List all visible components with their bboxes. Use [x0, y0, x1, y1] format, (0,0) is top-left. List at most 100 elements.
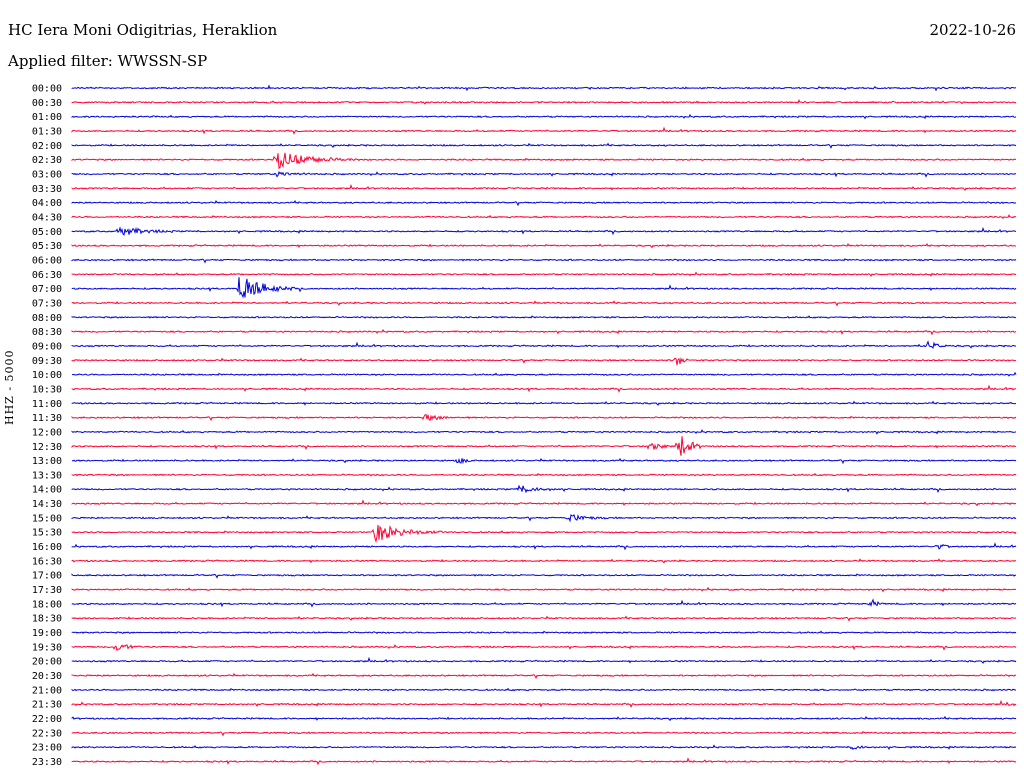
trace-row: [71, 644, 1017, 652]
row-time-label: 03:00: [32, 169, 62, 180]
trace-row: [71, 371, 1017, 377]
row-time-label: 00:00: [32, 84, 62, 95]
trace-row: [71, 400, 1017, 406]
row-time-label: 23:30: [32, 757, 62, 768]
trace-row: [71, 170, 1017, 178]
trace-row: [71, 214, 1017, 220]
trace-group: [71, 84, 1017, 766]
trace-row: [71, 687, 1017, 692]
trace-row: [71, 99, 1017, 105]
row-time-label: 20:30: [32, 671, 62, 682]
row-time-label: 05:00: [32, 227, 62, 238]
filter-label: Applied filter:: [8, 52, 113, 70]
trace-row: [71, 242, 1017, 249]
trace-row: [71, 757, 1017, 766]
row-time-label: 21:30: [32, 700, 62, 711]
row-time-label: 04:30: [32, 212, 62, 223]
trace-row: [71, 436, 1017, 456]
trace-row: [71, 258, 1017, 264]
row-time-label: 16:30: [32, 556, 62, 567]
row-time-label: 07:00: [32, 284, 62, 295]
row-time-label: 14:00: [32, 485, 62, 496]
trace-row: [71, 340, 1017, 349]
trace-row: [71, 300, 1017, 307]
row-time-label: 05:30: [32, 241, 62, 252]
trace-row: [71, 656, 1017, 664]
trace-row: [71, 484, 1017, 494]
row-time-label: 01:00: [32, 112, 62, 123]
row-time-label: 06:00: [32, 255, 62, 266]
trace-row: [71, 84, 1017, 92]
filter-value: WWSSN-SP: [117, 52, 208, 70]
trace-row: [71, 573, 1017, 579]
trace-row: [71, 457, 1017, 465]
row-time-label: 01:30: [32, 126, 62, 137]
channel-label: HHZ - 5000: [3, 349, 16, 425]
trace-row: [71, 744, 1017, 750]
trace-row: [71, 730, 1017, 737]
row-time-label: 19:00: [32, 628, 62, 639]
trace-row: [71, 199, 1017, 207]
row-time-label: 17:00: [32, 571, 62, 582]
trace-row: [71, 357, 1017, 366]
row-time-label: 10:30: [32, 384, 62, 395]
row-time-label: 03:30: [32, 184, 62, 195]
station-title: HC Iera Moni Odigitrias, Heraklion: [8, 21, 278, 39]
trace-row: [71, 384, 1017, 393]
trace-row: [71, 586, 1017, 593]
row-time-label: 18:30: [32, 614, 62, 625]
date-label: 2022-10-26: [929, 21, 1016, 39]
trace-row: [71, 472, 1017, 477]
row-time-label: 20:00: [32, 657, 62, 668]
trace-row: [71, 672, 1017, 680]
filter-line: Applied filter: WWSSN-SP: [8, 52, 207, 70]
row-time-label: 18:00: [32, 599, 62, 610]
row-time-label: 04:00: [32, 198, 62, 209]
row-time-label: 09:30: [32, 356, 62, 367]
row-time-label: 11:00: [32, 399, 62, 410]
row-time-label: 17:30: [32, 585, 62, 596]
row-time-label: 02:30: [32, 155, 62, 166]
row-time-label: 22:30: [32, 728, 62, 739]
trace-row: [71, 615, 1017, 622]
trace-row: [71, 271, 1017, 278]
row-time-label: 15:00: [32, 513, 62, 524]
trace-row: [71, 113, 1017, 120]
row-time-label: 13:00: [32, 456, 62, 467]
row-time-label: 10:00: [32, 370, 62, 381]
trace-row: [71, 524, 1017, 544]
trace-row: [71, 184, 1017, 191]
trace-row: [71, 715, 1017, 722]
row-time-label: 14:30: [32, 499, 62, 510]
trace-row: [71, 429, 1017, 435]
trace-row: [71, 630, 1017, 635]
trace-row: [71, 152, 1017, 170]
trace-row: [71, 142, 1017, 149]
row-time-label: 08:00: [32, 313, 62, 324]
trace-row: [71, 558, 1017, 564]
trace-row: [71, 277, 1017, 299]
row-time-label: 12:00: [32, 427, 62, 438]
row-time-label: 16:00: [32, 542, 62, 553]
trace-row: [71, 499, 1017, 507]
trace-row: [71, 226, 1017, 236]
trace-row: [71, 413, 1017, 422]
row-time-label: 11:30: [32, 413, 62, 424]
row-time-label: 13:30: [32, 470, 62, 481]
row-time-label: 12:30: [32, 442, 62, 453]
row-time-label: 19:30: [32, 642, 62, 653]
trace-row: [71, 513, 1017, 523]
row-time-label: 06:30: [32, 270, 62, 281]
row-time-label: 07:30: [32, 298, 62, 309]
row-time-label: 08:30: [32, 327, 62, 338]
row-time-label: 23:00: [32, 743, 62, 754]
trace-row: [71, 598, 1017, 608]
trace-row: [71, 126, 1017, 135]
trace-row: [71, 542, 1017, 551]
row-time-label: 00:30: [32, 98, 62, 109]
row-time-label: 09:00: [32, 341, 62, 352]
trace-row: [71, 699, 1017, 708]
row-time-label: 22:00: [32, 714, 62, 725]
time-label-group: 00:00 00:30 01:00 01:30 02:00 02:30 03:00 03:30…: [32, 84, 62, 769]
